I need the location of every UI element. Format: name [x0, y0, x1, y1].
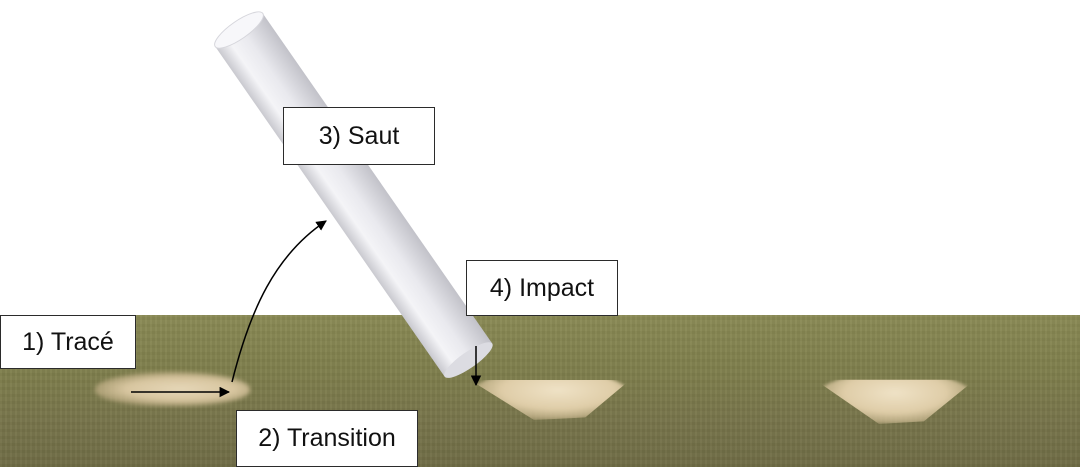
label-transition: 2) Transition — [236, 410, 418, 467]
chalk-mark-1 — [95, 372, 250, 406]
label-impact: 4) Impact — [466, 260, 618, 316]
label-saut: 3) Saut — [283, 107, 435, 165]
label-trace: 1) Tracé — [0, 315, 136, 369]
chalk-top-end — [214, 11, 264, 49]
